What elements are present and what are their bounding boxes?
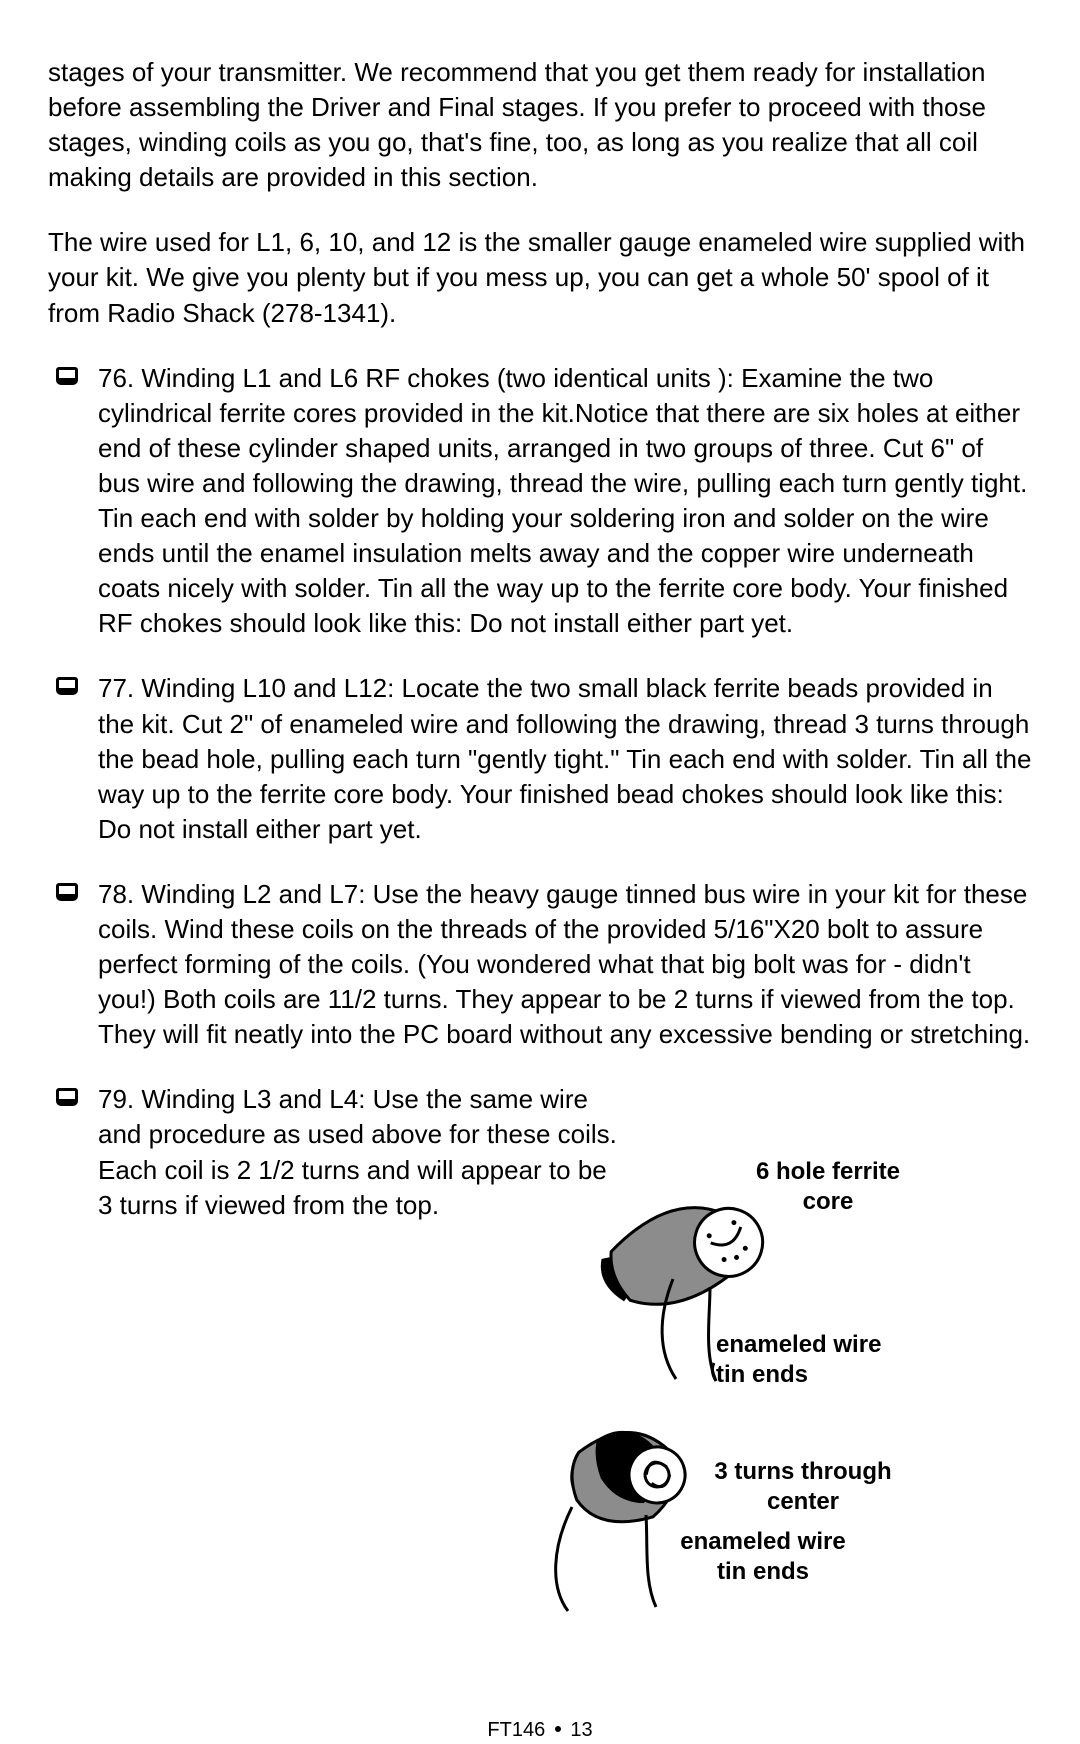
item-text-78: 78. Winding L2 and L7: Use the heavy gau… (98, 877, 1032, 1052)
footer-right: 13 (570, 1719, 592, 1741)
checkbox-icon[interactable] (56, 677, 78, 695)
fig2-label-right: 3 turns through center (698, 1457, 908, 1517)
item-text-79: 79. Winding L3 and L4: Use the same wire… (98, 1082, 618, 1222)
fig2-label-bottom: enameled wire tin ends (658, 1527, 868, 1587)
ferrite-bead-svg (528, 1417, 728, 1617)
footer-dot-icon (555, 1726, 561, 1732)
paragraph-2: The wire used for L1, 6, 10, and 12 is t… (48, 225, 1032, 330)
check-item-78: 78. Winding L2 and L7: Use the heavy gau… (48, 877, 1032, 1052)
checklist: 76. Winding L1 and L6 RF chokes (two ide… (48, 361, 1032, 1223)
check-item-77: 77. Winding L10 and L12: Locate the two … (48, 671, 1032, 846)
checkbox-icon[interactable] (56, 367, 78, 385)
footer-left: FT146 (487, 1719, 545, 1741)
item-text-77: 77. Winding L10 and L12: Locate the two … (98, 671, 1032, 846)
checkbox-icon[interactable] (56, 1088, 78, 1106)
fig1-label-top: 6 hole ferrite core (738, 1157, 918, 1217)
figure-ferrite-core: 6 hole ferrite core enameled wire tin en… (598, 1157, 928, 1416)
paragraph-1: stages of your transmitter. We recommend… (48, 55, 1032, 195)
page-footer: FT146 13 (48, 1717, 1032, 1744)
fig1-label-bottom: enameled wire tin ends (716, 1330, 916, 1390)
checkbox-icon[interactable] (56, 883, 78, 901)
figure-ferrite-bead: 3 turns through center enameled wire tin… (528, 1417, 908, 1626)
check-item-76: 76. Winding L1 and L6 RF chokes (two ide… (48, 361, 1032, 642)
figures-area: 6 hole ferrite core enameled wire tin en… (48, 1247, 1032, 1617)
page: stages of your transmitter. We recommend… (0, 0, 1080, 1744)
item-text-76: 76. Winding L1 and L6 RF chokes (two ide… (98, 361, 1032, 642)
